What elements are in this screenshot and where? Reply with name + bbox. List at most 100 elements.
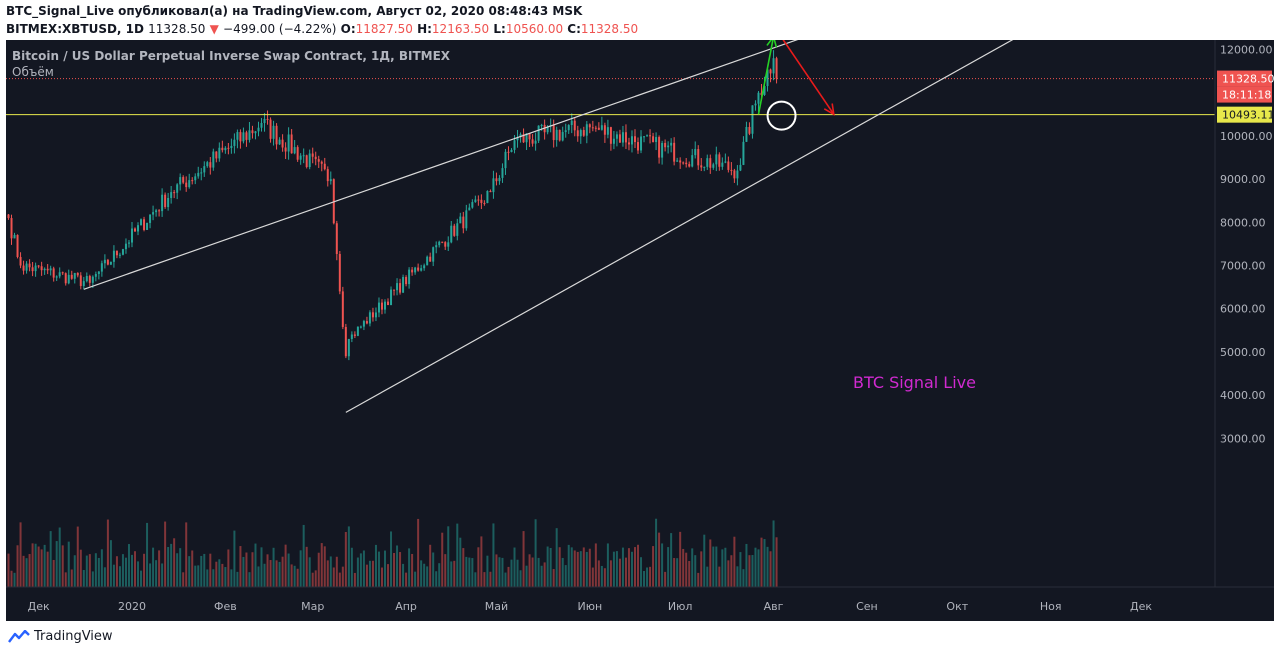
volume-bar: [121, 554, 124, 587]
trendline[interactable]: [83, 40, 1084, 290]
volume-bar: [630, 551, 633, 587]
candle-body: [55, 276, 58, 278]
volume-bar: [221, 563, 224, 587]
volume-bar: [721, 549, 724, 587]
volume-bar: [109, 540, 112, 587]
candle-body: [606, 127, 609, 135]
candle-body: [733, 170, 736, 179]
volume-bar: [384, 550, 386, 587]
candle-body: [730, 169, 733, 171]
candle-body: [718, 154, 721, 167]
volume-bar: [296, 568, 299, 587]
volume-bar: [450, 561, 453, 587]
volume-bar: [374, 544, 377, 587]
candle-body: [67, 274, 70, 284]
volume-bar: [173, 538, 176, 587]
volume-bar: [615, 551, 618, 587]
candle-body: [371, 312, 374, 318]
candle-body: [540, 124, 543, 126]
volume-bar: [137, 561, 140, 587]
price-chart[interactable]: 3000.00 4000.00 5000.00 6000.00 7000.00 8000.…: [6, 40, 1274, 621]
candle-body: [82, 281, 85, 286]
candle-body: [757, 92, 760, 104]
volume-bar: [112, 564, 115, 587]
candle-body: [706, 158, 709, 167]
candle-body: [537, 125, 540, 141]
candle-body: [185, 182, 188, 188]
volume-bar: [423, 563, 426, 587]
trendline[interactable]: [345, 40, 1084, 413]
volume-bar: [528, 554, 531, 587]
candle-body: [167, 197, 170, 208]
volume-bar: [393, 552, 396, 587]
time-axis[interactable]: Дек 2020 Фев Мар Апр Май Июн Июл Авг Сен Окт Ноя Дек: [28, 600, 1153, 613]
candle-body: [124, 243, 127, 250]
red-arrow[interactable]: [780, 40, 835, 115]
volume-bar: [31, 543, 34, 587]
candle-body: [233, 139, 236, 146]
candle-body: [326, 169, 329, 182]
volume-bar: [703, 534, 706, 587]
volume-bar: [673, 558, 676, 587]
candle-body: [16, 234, 19, 257]
volume-bar: [85, 555, 88, 587]
candle-body: [130, 228, 133, 243]
volume-bar: [588, 548, 591, 587]
price-tick-label: 10000.00: [1220, 130, 1273, 143]
volume-bar: [164, 521, 167, 587]
candle-body: [368, 312, 371, 324]
candle-body: [489, 190, 492, 193]
candle-body: [603, 125, 606, 135]
tradingview-logo[interactable]: TradingView: [8, 629, 113, 644]
circle-marker[interactable]: [766, 100, 797, 131]
candle-body: [353, 334, 356, 336]
candle-body: [510, 149, 513, 153]
volume-bar: [167, 546, 170, 587]
time-tick-label: Июн: [577, 600, 602, 613]
candle-body: [474, 199, 477, 203]
candle-body: [97, 271, 100, 275]
candle-body: [483, 202, 486, 204]
candle-body: [227, 147, 230, 149]
green-arrow[interactable]: [757, 40, 774, 115]
volume-bar: [667, 547, 670, 587]
volume-bar: [88, 554, 91, 587]
volume-bar: [685, 552, 688, 587]
volume-bar: [281, 556, 284, 587]
volume-bar: [507, 566, 510, 587]
candle-body: [188, 180, 191, 188]
candle-body: [37, 265, 40, 267]
volume-bar: [649, 566, 652, 587]
candle-body: [22, 265, 25, 271]
candle-body: [564, 130, 567, 133]
candle-body: [73, 272, 76, 279]
volume-bar: [633, 547, 636, 587]
candle-body: [649, 135, 652, 137]
volume-bar: [459, 537, 462, 587]
volume-bar: [501, 557, 504, 587]
price-tick-label: 12000.00: [1220, 44, 1273, 57]
high-label: H:: [417, 22, 432, 36]
candle-body: [290, 134, 293, 154]
candle-body: [146, 222, 149, 230]
volume-bar: [7, 553, 10, 587]
candle-body: [414, 267, 417, 273]
candle-body: [52, 268, 55, 278]
volume-bar: [552, 569, 555, 587]
candle-body: [296, 147, 299, 160]
volume-bar: [718, 566, 721, 587]
volume-bar: [356, 557, 359, 587]
volume-bar: [715, 546, 718, 587]
volume-bar: [272, 547, 275, 587]
candle-body: [314, 156, 317, 160]
candle-body: [504, 151, 507, 169]
volume-bar: [317, 552, 320, 587]
volume-bar: [311, 572, 314, 587]
volume-bar: [52, 559, 55, 587]
candle-body: [209, 162, 212, 168]
candle-body: [624, 132, 627, 143]
volume-bar: [28, 554, 31, 587]
chart-area[interactable]: 3000.00 4000.00 5000.00 6000.00 7000.00 8000.…: [6, 40, 1274, 621]
candle-body: [212, 151, 215, 168]
volume-bar: [543, 562, 546, 587]
